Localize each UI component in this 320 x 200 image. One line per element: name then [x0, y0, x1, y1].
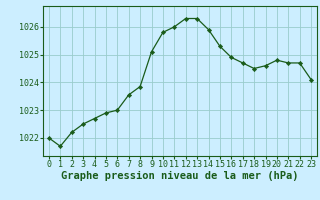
X-axis label: Graphe pression niveau de la mer (hPa): Graphe pression niveau de la mer (hPa): [61, 171, 299, 181]
